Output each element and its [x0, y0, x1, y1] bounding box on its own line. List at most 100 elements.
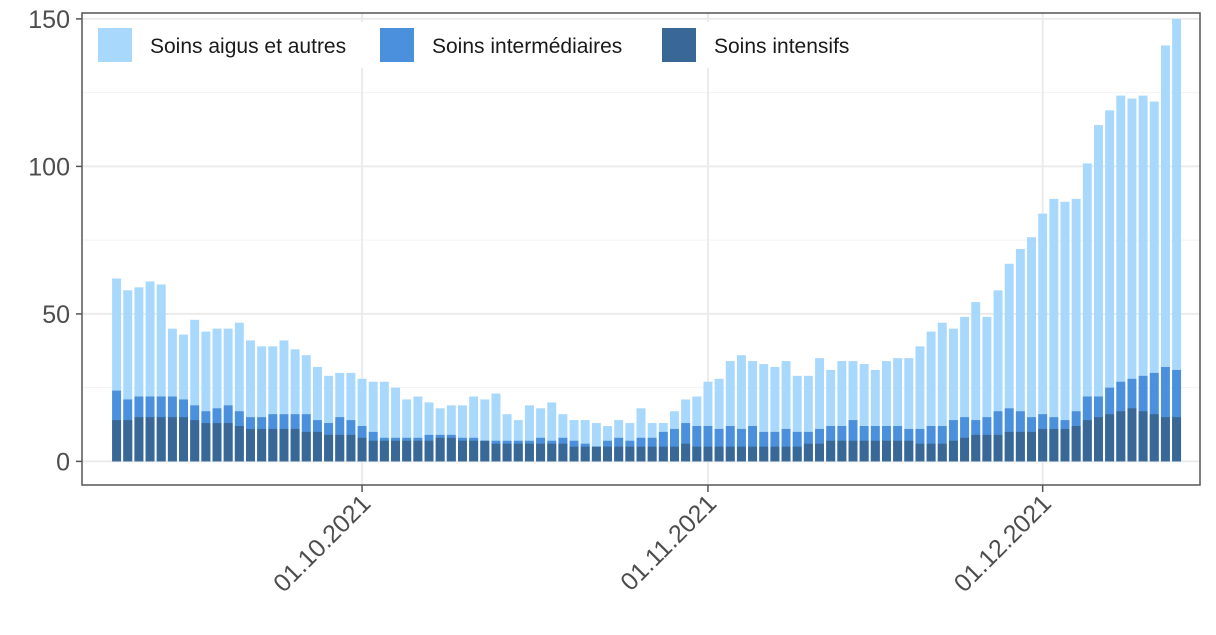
bar [725, 446, 735, 462]
bar [1105, 110, 1115, 462]
bar [1172, 417, 1182, 462]
bar [156, 284, 166, 462]
bar [458, 440, 467, 462]
bar [625, 446, 635, 462]
bars-layer [112, 18, 1182, 462]
bar [748, 446, 758, 462]
bar [893, 440, 903, 462]
bar [480, 440, 490, 462]
bar [368, 381, 378, 462]
bar [290, 428, 300, 462]
bar [658, 446, 668, 462]
bar [982, 316, 992, 462]
legend-label: Soins intensifs [714, 35, 849, 58]
bar [1004, 431, 1014, 462]
bar [982, 434, 992, 462]
bar [156, 417, 166, 462]
bar [993, 434, 1003, 462]
bar [837, 361, 847, 462]
bar [179, 417, 188, 462]
bar [948, 440, 958, 462]
bar [435, 408, 445, 462]
bar [1172, 18, 1182, 462]
bar [670, 446, 679, 462]
bar [1049, 198, 1059, 462]
bar [223, 423, 233, 462]
bar [391, 440, 400, 462]
bar [759, 446, 769, 462]
bar [1082, 420, 1092, 462]
bar [1038, 428, 1048, 462]
legend-label: Soins aigus et autres [150, 35, 346, 58]
bar [848, 440, 858, 462]
bar [993, 290, 1003, 462]
bar [424, 440, 434, 462]
bar [346, 434, 356, 462]
legend-swatch [380, 28, 414, 62]
bar [703, 446, 713, 462]
bar [234, 322, 244, 462]
bar [246, 340, 255, 462]
bar [703, 426, 713, 462]
bar [279, 340, 289, 462]
bar [357, 437, 367, 462]
legend: Soins aigus et autres Soins intermédiaire… [92, 22, 849, 68]
bar [1149, 101, 1159, 462]
bar [937, 443, 947, 462]
bar [1094, 417, 1103, 462]
bar [446, 405, 456, 462]
bar [792, 446, 802, 462]
bar [502, 414, 512, 462]
bar [424, 402, 434, 462]
bar [882, 361, 891, 462]
bar [190, 420, 200, 462]
bar [759, 364, 769, 462]
bar [491, 443, 501, 462]
bar [502, 443, 512, 462]
bar [859, 440, 869, 462]
bar [915, 443, 925, 462]
bar [848, 361, 858, 462]
bar [446, 437, 456, 462]
bar [335, 434, 345, 462]
bar [681, 423, 691, 462]
bar [524, 443, 534, 462]
bar [781, 361, 791, 462]
bar [1060, 428, 1070, 462]
series-0 [112, 18, 1182, 462]
bar [837, 440, 847, 462]
bar [536, 408, 546, 462]
bar [268, 428, 278, 462]
bar [458, 405, 467, 462]
bar [469, 440, 479, 462]
bar [803, 375, 813, 462]
bar [536, 443, 546, 462]
bar [748, 426, 758, 462]
bar [870, 440, 880, 462]
bar [971, 434, 981, 462]
bar [770, 367, 780, 462]
bar [1004, 263, 1014, 462]
bar [134, 417, 144, 462]
bar [357, 378, 367, 462]
bar [1116, 411, 1126, 462]
bar [167, 328, 177, 462]
bar [491, 393, 501, 462]
legend-swatch [98, 28, 132, 62]
bar [815, 443, 824, 462]
bar [882, 440, 891, 462]
legend-background [92, 22, 844, 68]
bar [580, 446, 590, 462]
bar [948, 328, 958, 462]
bar [179, 334, 188, 462]
bar [1116, 95, 1126, 462]
bar [513, 443, 523, 462]
bar [1160, 417, 1170, 462]
bar [614, 446, 624, 462]
bar [770, 446, 780, 462]
bar [1071, 426, 1081, 462]
bar [725, 361, 735, 462]
bar [1027, 237, 1036, 462]
bar [1127, 98, 1137, 462]
bar [145, 281, 155, 462]
